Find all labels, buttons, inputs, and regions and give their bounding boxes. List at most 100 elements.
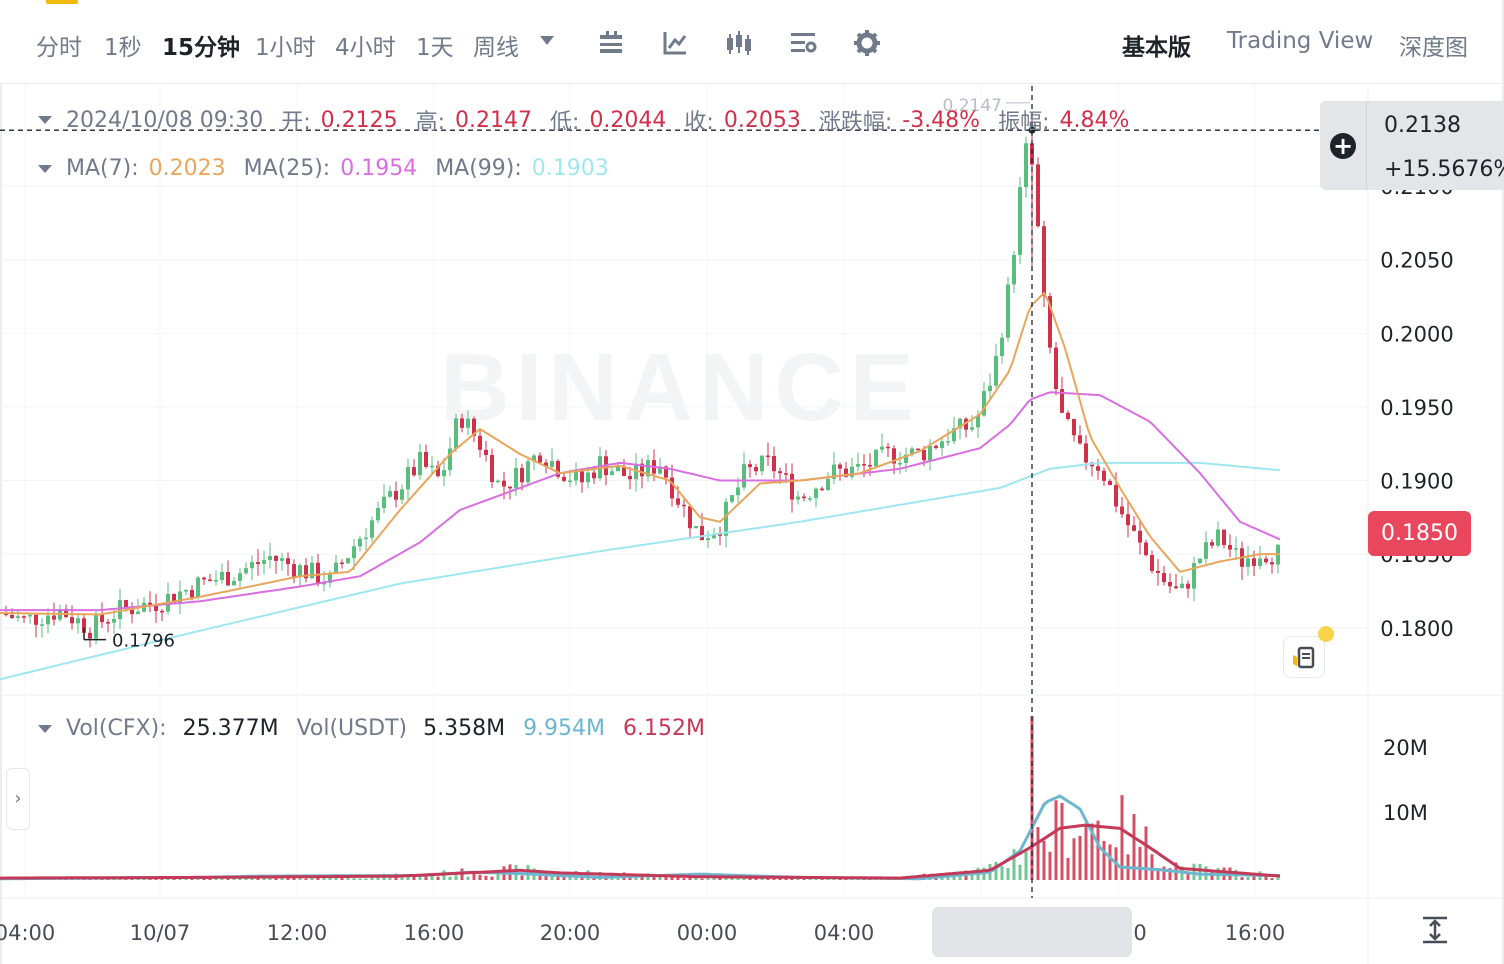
candle-body <box>346 558 350 564</box>
candle-body <box>1180 583 1184 589</box>
candle-body <box>1072 419 1076 436</box>
volume-bar <box>1054 800 1058 880</box>
collapse-chevron-icon[interactable] <box>38 164 52 173</box>
add-order-plus-icon[interactable]: + <box>1330 133 1356 159</box>
candle-body <box>244 568 248 574</box>
collapse-chevron-icon[interactable] <box>38 724 52 733</box>
candle-body <box>1024 143 1028 188</box>
ma7-value: 0.2023 <box>148 156 226 181</box>
volume-bar <box>256 877 260 880</box>
volume-bar <box>202 878 206 880</box>
crosshair-price: 0.2138 <box>1384 113 1461 138</box>
candle-body <box>94 613 98 639</box>
volume-bar <box>1192 863 1196 880</box>
candle-body <box>1252 558 1256 566</box>
view-depth[interactable]: 深度图 <box>1399 35 1468 61</box>
candle-body <box>502 480 506 487</box>
collapse-chevron-icon[interactable] <box>38 116 52 124</box>
volume-bar <box>322 876 326 880</box>
candle-body <box>112 619 116 623</box>
timeframe-weekly[interactable]: 周线 <box>473 35 519 61</box>
vol-ma-a-value: 9.954M <box>523 716 606 741</box>
candle-body <box>1216 529 1220 546</box>
volume-bar <box>538 873 542 880</box>
gear-icon[interactable] <box>850 26 884 60</box>
volume-bar <box>1120 795 1124 880</box>
candle-body <box>352 546 356 559</box>
candle-body <box>22 616 26 618</box>
frame-right-border <box>1502 0 1504 964</box>
candle-body <box>1066 412 1070 420</box>
volume-bar <box>670 877 674 880</box>
candle-body <box>976 415 980 428</box>
indicator-icon[interactable] <box>658 26 692 60</box>
candle-body <box>640 463 644 477</box>
candle-body <box>688 506 692 529</box>
expand-panel-button[interactable]: › <box>6 768 30 830</box>
more-timeframes-chevron-icon[interactable] <box>540 36 554 45</box>
volume-bar <box>454 875 458 880</box>
candle-body <box>718 534 722 536</box>
candle-body <box>874 449 878 467</box>
volume-bar <box>310 877 314 880</box>
candle-body <box>1198 558 1202 564</box>
candle-body <box>130 607 134 615</box>
candle-body <box>1108 480 1112 486</box>
candle-body <box>40 624 44 626</box>
amplitude-value: 4.84% <box>1059 107 1130 133</box>
notes-button[interactable] <box>1283 636 1325 678</box>
candle-body <box>388 491 392 497</box>
time-tick-label: 16:00 <box>404 921 465 945</box>
candle-body <box>106 622 110 624</box>
candle-body <box>664 466 668 478</box>
timeframe-15m[interactable]: 15分钟 <box>162 35 241 61</box>
candle-body <box>784 473 788 475</box>
timeframe-time-sharing[interactable]: 分时 <box>36 35 82 61</box>
candle-body <box>190 589 194 598</box>
volume-bar <box>730 877 734 880</box>
volume-bar <box>352 878 356 880</box>
volume-bar <box>196 878 200 880</box>
candle-style-icon[interactable] <box>594 26 628 60</box>
volume-bar <box>1186 873 1190 880</box>
candle-body <box>1084 443 1088 463</box>
candle-body <box>946 441 950 443</box>
depth-candle-icon[interactable] <box>722 26 756 60</box>
candle-body <box>790 473 794 500</box>
timeframe-1s[interactable]: 1秒 <box>104 35 142 61</box>
volume-bar <box>712 876 716 880</box>
candle-body <box>490 454 494 483</box>
candle-body <box>226 572 230 586</box>
fit-scale-icon[interactable] <box>1420 915 1450 945</box>
volume-bar <box>550 873 554 880</box>
candle-body <box>262 560 266 564</box>
low-label: 低: <box>550 110 580 135</box>
candle-body <box>832 464 836 479</box>
price-tick-label: 0.1800 <box>1380 617 1453 641</box>
view-basic[interactable]: 基本版 <box>1122 35 1191 61</box>
candle-body <box>1174 586 1178 589</box>
candle-body <box>814 488 818 499</box>
price-tick-label: 0.1900 <box>1380 470 1453 494</box>
volume-bar <box>628 877 632 880</box>
view-tradingview[interactable]: Trading View <box>1227 28 1374 54</box>
candle-body <box>256 562 260 564</box>
volume-bar <box>952 876 956 880</box>
candle-body <box>406 467 410 490</box>
volume-bar <box>1048 851 1052 880</box>
candle-body <box>682 504 686 507</box>
volume-bar <box>1270 878 1274 880</box>
timeframe-1h[interactable]: 1小时 <box>255 35 316 61</box>
volume-bar <box>1012 849 1016 880</box>
volume-bar <box>970 874 974 880</box>
volume-bar <box>958 876 962 880</box>
candle-body <box>898 463 902 465</box>
layout-icon[interactable] <box>786 26 820 60</box>
timeframe-1d[interactable]: 1天 <box>416 35 454 61</box>
timeframe-4h[interactable]: 4小时 <box>335 35 396 61</box>
volume-bar <box>1132 813 1136 880</box>
volume-bar <box>1018 864 1022 880</box>
volume-bar <box>1144 826 1148 880</box>
high-value: 0.2147 <box>455 107 533 133</box>
